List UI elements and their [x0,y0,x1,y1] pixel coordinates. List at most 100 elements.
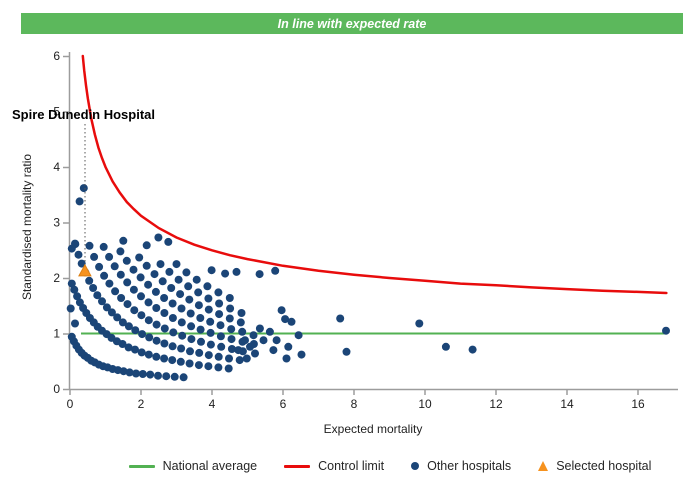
hospital-dot [165,267,174,276]
hospital-dot [197,337,205,346]
hospital-dot [152,320,161,329]
hospital-dot [118,340,127,348]
hospital-dot [185,359,194,368]
hospital-dot [145,333,154,342]
hospital-dot [195,348,204,357]
selected-hospital-marker [78,263,92,277]
hospital-dot [259,336,268,345]
hospital-dot [215,299,224,308]
hospital-dot [204,294,213,303]
hospital-dot [194,301,203,310]
hospital-dot [177,304,186,313]
x-tick-label: 10 [418,397,432,411]
hospital-dot [167,284,176,292]
hospital-dot [662,326,670,335]
hospital-dot [336,314,345,323]
x-tick-label: 8 [351,397,358,411]
control-limit-curve [81,54,668,295]
hospital-dot [187,335,196,344]
hospital-dot [192,275,201,284]
hospital-dot [184,282,193,291]
hospital-dot [196,314,205,322]
hospital-dot [203,282,212,291]
hospital-dot [284,342,293,351]
hospital-dot [90,252,99,261]
hospital-dot [138,370,147,378]
hospital-dot [176,357,185,366]
hospital-dot [95,262,104,271]
hospital-dot [216,321,225,330]
hospital-dot [152,336,161,345]
hospital-dot [160,309,169,317]
hospital-dot [144,298,153,307]
hospital-dot [77,259,86,268]
hospital-dot [102,303,111,312]
hospital-dot [107,308,116,317]
hospital-dot [162,372,171,381]
hospital-dot [131,345,139,354]
hospital-dot [73,292,82,301]
hospital-dot [144,280,153,289]
x-tick-label: 6 [280,397,287,411]
hospital-dot [110,262,119,271]
hospital-dot [160,339,169,348]
hospital-dot [160,294,169,302]
hospital-dot [142,241,151,250]
y-tick-label: 5 [53,105,60,119]
hospital-dot [204,305,213,314]
chart-legend: National average Control limit Other hos… [80,459,700,473]
hospital-dot [214,352,223,361]
hospital-dot [137,292,145,301]
hospital-dot [123,278,132,287]
hospital-dot [234,346,243,355]
legend-item-control-limit: Control limit [284,459,384,473]
hospital-dot [85,276,94,285]
hospital-dot [156,260,165,269]
y-tick-label: 6 [53,49,60,63]
hospital-dot [168,314,177,322]
hospital-dot [74,250,83,259]
hospital-dot [174,275,183,284]
hospital-dot [119,367,128,376]
legend-label: Selected hospital [556,459,652,473]
hospital-dot [255,270,264,279]
x-tick-label: 2 [138,397,145,411]
hospital-dot [225,354,233,363]
hospital-dot [177,318,186,327]
hospital-dot [168,342,177,351]
hospital-dot [179,373,188,382]
hospital-dot [117,294,126,302]
status-banner: In line with expected rate [21,13,683,34]
y-tick-label: 4 [53,160,60,174]
hospital-dot [227,335,236,344]
hospital-dot [130,306,139,315]
hospital-dot [98,297,106,306]
hospital-dot [113,313,122,322]
hospital-dot [131,326,140,335]
hospital-dot [441,342,450,351]
hospital-dot [154,371,162,380]
hospital-dot [294,331,303,340]
y-tick-label: 1 [53,327,60,341]
hospital-dot [71,319,79,328]
hospital-dot [238,327,247,336]
hospital-dot [221,269,230,278]
x-tick-label: 16 [631,397,645,411]
hospital-dot [89,284,98,292]
hospital-dot [297,350,306,359]
hospital-dot [206,317,215,326]
hospital-dot [85,241,94,250]
hospital-dot [123,300,132,309]
x-tick-label: 12 [489,397,503,411]
hospital-dot [194,288,203,297]
hospital-dot [79,184,88,193]
hospital-dot [142,261,151,270]
hospital-dot [415,319,424,328]
hospital-dot [170,372,179,381]
hospital-dot [116,270,125,279]
hospital-dot [125,368,134,377]
hospital-dot [93,291,102,300]
hospital-dot [177,344,186,353]
hospital-dot [272,336,281,345]
